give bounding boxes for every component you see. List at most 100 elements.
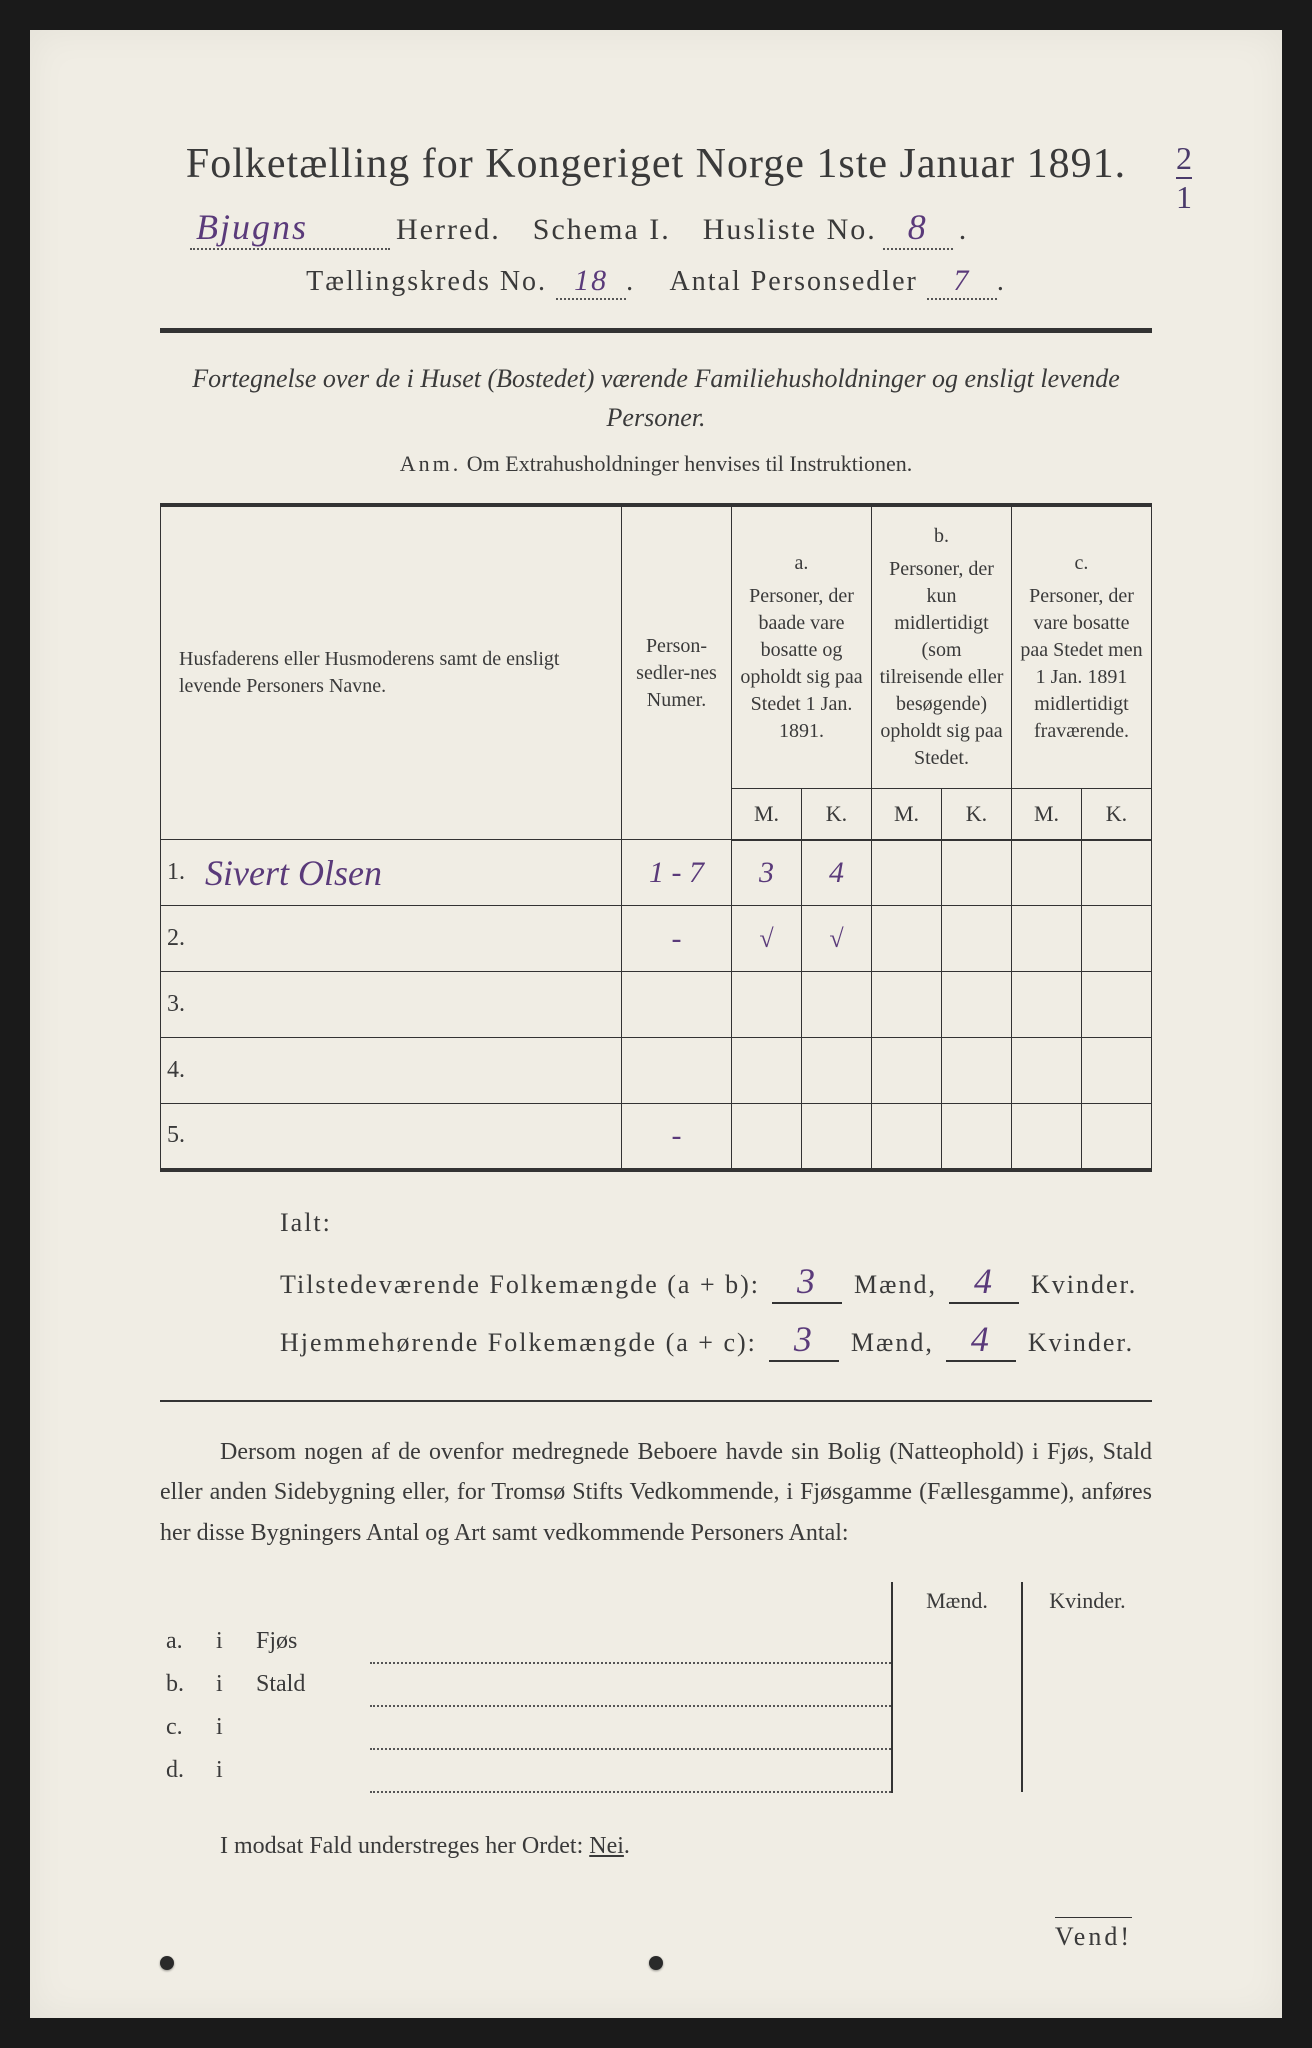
row-c-m: [1012, 840, 1082, 906]
row-b-m: [872, 840, 942, 906]
vend-label: Vend!: [1055, 1917, 1132, 1952]
corner-annotation: 2 1: [1176, 140, 1192, 218]
building-row: c.i: [160, 1706, 1152, 1749]
bld-kvinder: [1022, 1663, 1152, 1706]
row-a-m: [732, 972, 802, 1038]
row-a-k: [802, 1038, 872, 1104]
row-b-k: [942, 972, 1012, 1038]
th-c-k: K.: [1082, 789, 1152, 840]
th-b: b. Personer, der kun midlertidigt (som t…: [872, 505, 1012, 789]
bld-dots: [370, 1706, 892, 1749]
table-row: 4.: [161, 1038, 1152, 1104]
building-row: b.iStald: [160, 1663, 1152, 1706]
bld-kvinder: [1022, 1749, 1152, 1792]
subtitle: Fortegnelse over de i Huset (Bostedet) v…: [160, 359, 1152, 437]
corner-denominator: 1: [1176, 177, 1192, 216]
row-c-k: [1082, 972, 1152, 1038]
anm-line: Anm. Om Extrahusholdninger henvises til …: [160, 451, 1152, 477]
row-c-k: [1082, 1038, 1152, 1104]
herred-label: Herred.: [396, 213, 501, 247]
row-name: [195, 972, 622, 1038]
row-a-k: [802, 972, 872, 1038]
schema-label: Schema I.: [533, 213, 671, 247]
ialt-ab-m: 3: [772, 1260, 842, 1304]
personsedler-no: 7: [927, 264, 997, 300]
ialt-row-ac: Hjemmehørende Folkemængde (a + c): 3 Mæn…: [280, 1318, 1152, 1362]
bld-maend: [892, 1706, 1022, 1749]
header-line-3: Tællingskreds No. 18. Antal Personsedler…: [160, 264, 1152, 300]
row-number: 4.: [161, 1038, 196, 1104]
th-a-k: K.: [802, 789, 872, 840]
row-a-m: [732, 1104, 802, 1170]
row-c-m: [1012, 1038, 1082, 1104]
row-a-k: √: [802, 906, 872, 972]
row-name: [195, 1104, 622, 1170]
bld-maend: [892, 1663, 1022, 1706]
row-a-m: 3: [732, 840, 802, 906]
bld-kvinder: [1022, 1620, 1152, 1663]
row-numer: 1 - 7: [622, 840, 732, 906]
totals-section: Ialt: Tilstedeværende Folkemængde (a + b…: [160, 1208, 1152, 1362]
row-name: Sivert Olsen: [195, 840, 622, 906]
th-b-k: K.: [942, 789, 1012, 840]
divider-top: [160, 328, 1152, 333]
bld-type: [250, 1706, 370, 1749]
census-form-page: 2 1 Folketælling for Kongeriget Norge 1s…: [30, 30, 1282, 2018]
row-numer: [622, 972, 732, 1038]
bld-dots: [370, 1663, 892, 1706]
building-table: Mænd. Kvinder. a.iFjøsb.iStaldc.id.i: [160, 1582, 1152, 1793]
row-c-k: [1082, 840, 1152, 906]
row-number: 2.: [161, 906, 196, 972]
row-a-k: [802, 1104, 872, 1170]
herred-name: Bjugns: [190, 206, 390, 250]
ialt-ac-m: 3: [769, 1318, 839, 1362]
bld-type: Fjøs: [250, 1620, 370, 1663]
row-b-m: [872, 972, 942, 1038]
husliste-label: Husliste No.: [703, 213, 877, 247]
binding-pin-left: [160, 1956, 174, 1970]
ialt-row-ab: Tilstedeværende Folkemængde (a + b): 3 M…: [280, 1260, 1152, 1304]
bld-label: d.: [160, 1749, 210, 1792]
row-c-m: [1012, 906, 1082, 972]
row-b-k: [942, 906, 1012, 972]
th-numer: Person-sedler-nes Numer.: [622, 505, 732, 840]
bld-th-kvinder: Kvinder.: [1022, 1582, 1152, 1620]
bld-label: a.: [160, 1620, 210, 1663]
row-b-k: [942, 1038, 1012, 1104]
anm-text: Om Extrahusholdninger henvises til Instr…: [467, 451, 912, 476]
row-number: 1.: [161, 840, 196, 906]
header-line-2: Bjugns Herred. Schema I. Husliste No. 8 …: [160, 206, 1152, 250]
bld-i: i: [210, 1749, 250, 1792]
building-row: a.iFjøs: [160, 1620, 1152, 1663]
ialt-ac-k: 4: [946, 1318, 1016, 1362]
row-name: [195, 906, 622, 972]
main-table-body: 1.Sivert Olsen1 - 7342.-√√3.4.5.-: [161, 840, 1152, 1170]
bld-th-maend: Mænd.: [892, 1582, 1022, 1620]
bld-kvinder: [1022, 1706, 1152, 1749]
divider-mid: [160, 1400, 1152, 1402]
row-number: 3.: [161, 972, 196, 1038]
table-row: 5.-: [161, 1104, 1152, 1170]
row-a-k: 4: [802, 840, 872, 906]
bld-type: Stald: [250, 1663, 370, 1706]
bld-dots: [370, 1749, 892, 1792]
nei-word: Nei: [589, 1833, 624, 1859]
row-c-k: [1082, 1104, 1152, 1170]
row-name: [195, 1038, 622, 1104]
corner-numerator: 2: [1176, 140, 1192, 177]
th-a-m: M.: [732, 789, 802, 840]
husliste-no: 8: [883, 206, 953, 250]
personsedler-label: Antal Personsedler: [670, 266, 918, 297]
bld-i: i: [210, 1706, 250, 1749]
binding-pin-center: [649, 1956, 663, 1970]
bld-label: c.: [160, 1706, 210, 1749]
row-c-k: [1082, 906, 1152, 972]
bld-i: i: [210, 1620, 250, 1663]
row-b-k: [942, 840, 1012, 906]
ialt-ab-k: 4: [949, 1260, 1019, 1304]
row-b-m: [872, 1104, 942, 1170]
th-c-m: M.: [1012, 789, 1082, 840]
row-numer: -: [622, 1104, 732, 1170]
dersom-paragraph: Dersom nogen af de ovenfor medregnede Be…: [160, 1432, 1152, 1554]
kreds-no: 18: [556, 264, 626, 300]
